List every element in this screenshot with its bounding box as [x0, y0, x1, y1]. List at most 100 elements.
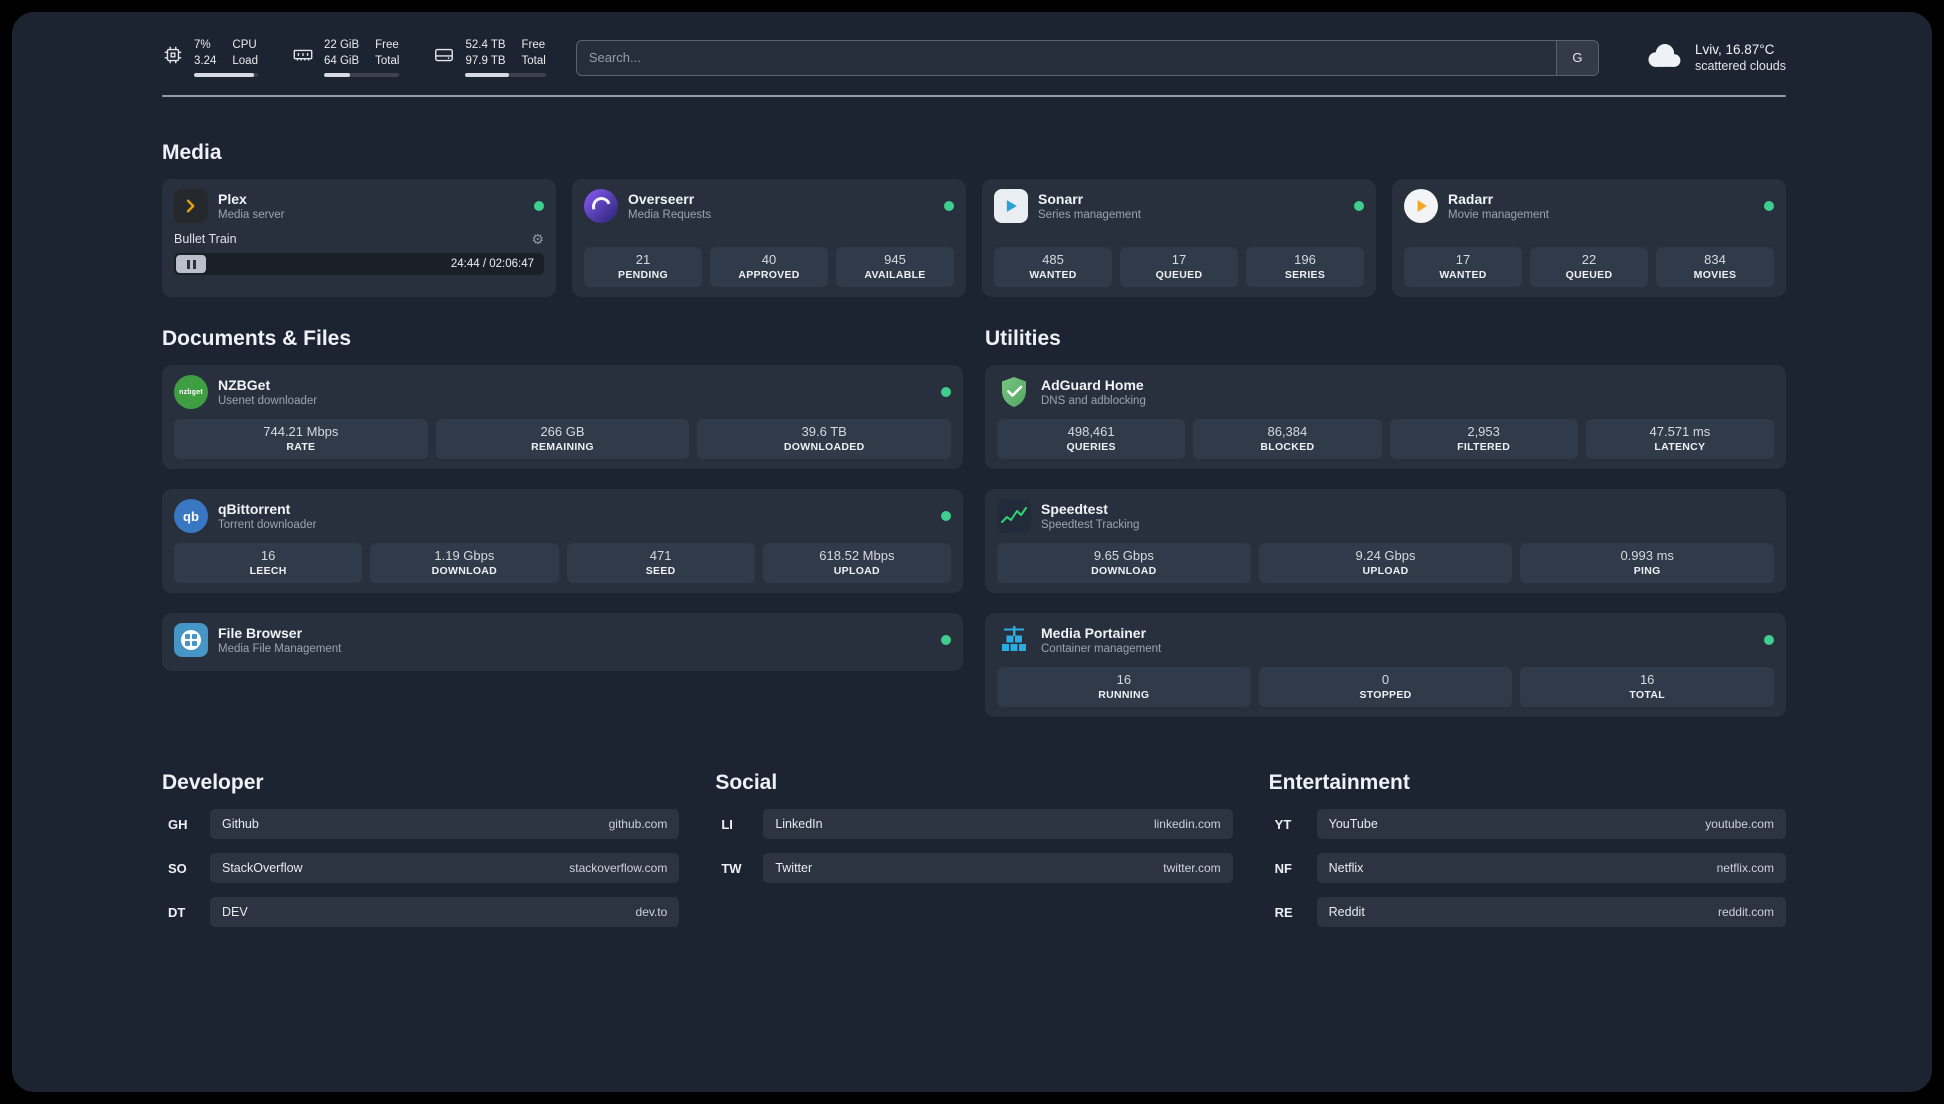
bookmark-stackoverflow[interactable]: SO StackOverflow stackoverflow.com [162, 853, 680, 884]
plex-icon [174, 189, 208, 224]
dashboard: 7% 3.24 CPU Load [12, 12, 1932, 1092]
service-name: AdGuard Home [1041, 377, 1144, 394]
service-name: File Browser [218, 625, 303, 642]
filebrowser-icon [174, 623, 208, 658]
stat-queries: 498,461 QUERIES [997, 419, 1186, 460]
memory-total-label: Total [375, 54, 400, 67]
bookmark-name: YouTube [1328, 817, 1378, 832]
bookmark-abbr: NF [1274, 860, 1292, 876]
stat-wanted: 17 WANTED [1404, 247, 1522, 288]
bookmark-abbr: RE [1274, 904, 1293, 920]
bookmark-name: Twitter [775, 861, 813, 876]
stat-upload: 9.24 Gbps UPLOAD [1258, 543, 1513, 584]
cloud-icon [1643, 40, 1685, 75]
bookmark-name: Github [222, 817, 259, 832]
service-card-nzbget[interactable]: nzbget NZBGet Usenet downloader 744.21 M… [162, 365, 963, 470]
stat-download: 1.19 Gbps DOWNLOAD [370, 543, 559, 584]
bookmark-dev[interactable]: DT DEV dev.to [162, 897, 680, 928]
status-dot [941, 635, 951, 646]
stat-queued: 22 QUEUED [1530, 247, 1648, 288]
stat-blocked: 86,384 BLOCKED [1193, 419, 1382, 460]
bookmark-reddit[interactable]: RE Reddit reddit.com [1269, 897, 1786, 928]
section-title-developer: Developer [162, 771, 264, 795]
service-subtitle: Movie management [1448, 209, 1549, 222]
bookmark-abbr: GH [168, 816, 188, 832]
service-card-portainer[interactable]: Media Portainer Container management 16 R… [985, 613, 1786, 718]
status-dot [534, 201, 544, 212]
bookmark-name: LinkedIn [775, 817, 823, 832]
memory-free-value: 22 GiB [323, 39, 360, 51]
service-name: NZBGet [218, 377, 271, 394]
service-card-filebrowser[interactable]: File Browser Media File Management [162, 613, 963, 672]
stat-available: 945 AVAILABLE [836, 247, 954, 288]
bookmark-abbr: YT [1274, 816, 1292, 832]
stat-filtered: 2,953 FILTERED [1389, 419, 1578, 460]
bookmark-github[interactable]: GH Github github.com [162, 809, 680, 840]
bookmark-url: youtube.com [1705, 817, 1774, 832]
stat-series: 196 SERIES [1246, 247, 1364, 288]
search-input[interactable] [576, 40, 1556, 75]
cpu-load-label: Load [232, 54, 258, 67]
memory-widget: 22 GiB 64 GiB Free Total [292, 38, 400, 78]
sonarr-icon [994, 189, 1028, 224]
bookmark-abbr: SO [168, 860, 187, 876]
service-card-sonarr[interactable]: Sonarr Series management 485 WANTED 17 QUE… [982, 179, 1376, 298]
section-title-social: Social [715, 771, 778, 795]
status-dot [1354, 201, 1364, 212]
bookmark-twitter[interactable]: TW Twitter twitter.com [715, 853, 1233, 884]
stat-seed: 471 SEED [566, 543, 755, 584]
stat-running: 16 RUNNING [997, 667, 1251, 708]
bookmark-youtube[interactable]: YT YouTube youtube.com [1269, 809, 1786, 840]
service-card-speedtest[interactable]: Speedtest Speedtest Tracking 9.65 Gbps DO… [985, 489, 1786, 594]
section-title-media: Media [162, 141, 222, 165]
service-name: Plex [218, 191, 247, 208]
service-name: Speedtest [1041, 501, 1108, 518]
bookmark-linkedin[interactable]: LI LinkedIn linkedin.com [715, 809, 1233, 840]
qbittorrent-icon: qb [174, 499, 208, 534]
resource-widgets: 7% 3.24 CPU Load [162, 38, 546, 78]
weather-condition: scattered clouds [1694, 59, 1786, 74]
search-engine-button[interactable]: G [1555, 40, 1598, 75]
bookmark-abbr: TW [721, 860, 742, 876]
search-bar: G [575, 39, 1599, 76]
service-subtitle: DNS and adblocking [1041, 395, 1146, 408]
stat-approved: 40 APPROVED [710, 247, 828, 288]
now-playing-title: Bullet Train [174, 232, 237, 247]
bookmark-netflix[interactable]: NF Netflix netflix.com [1269, 853, 1786, 884]
service-name: Radarr [1448, 191, 1494, 208]
service-name: Sonarr [1038, 191, 1084, 208]
bookmark-name: StackOverflow [222, 861, 303, 876]
service-card-qbittorrent[interactable]: qb qBittorrent Torrent downloader 16 LEEC… [162, 489, 963, 594]
gear-icon[interactable]: ⚙ [531, 231, 544, 248]
service-card-overseerr[interactable]: Overseerr Media Requests 21 PENDING 40 APP… [572, 179, 966, 298]
service-subtitle: Speedtest Tracking [1041, 519, 1140, 532]
service-card-adguard[interactable]: AdGuard Home DNS and adblocking 498,461 Q… [985, 365, 1786, 470]
cpu-usage-value: 7% [194, 39, 211, 51]
service-card-radarr[interactable]: Radarr Movie management 17 WANTED 22 QUEUE… [1392, 179, 1786, 298]
playback-progress-bar[interactable]: 24:44 / 02:06:47 [174, 253, 544, 276]
memory-usage-bar [323, 73, 400, 78]
bookmark-url: github.com [608, 817, 668, 832]
section-title-entertainment: Entertainment [1268, 771, 1410, 795]
service-subtitle: Torrent downloader [218, 519, 317, 532]
weather-location: Lviv, 16.87°C [1694, 42, 1775, 58]
service-name: Overseerr [628, 191, 695, 208]
bookmark-url: reddit.com [1717, 905, 1774, 920]
memory-total-value: 64 GiB [323, 54, 360, 67]
bookmark-name: Reddit [1328, 905, 1365, 920]
status-dot [1764, 201, 1774, 212]
stat-upload: 618.52 Mbps UPLOAD [762, 543, 951, 584]
radarr-icon [1404, 189, 1438, 224]
service-name: qBittorrent [218, 501, 291, 518]
service-name: Media Portainer [1041, 625, 1147, 642]
stat-movies: 834 MOVIES [1656, 247, 1774, 288]
service-subtitle: Media server [218, 209, 285, 222]
disk-total-label: Total [521, 54, 546, 67]
cpu-load-value: 3.24 [194, 54, 217, 67]
bookmark-abbr: DT [168, 904, 186, 920]
nzbget-icon: nzbget [174, 375, 208, 410]
stat-latency: 47.571 ms LATENCY [1585, 419, 1774, 460]
stat-total: 16 TOTAL [1520, 667, 1775, 708]
pause-button[interactable] [176, 255, 206, 274]
service-card-plex[interactable]: Plex Media server Bullet Train ⚙ 24:44 /… [162, 179, 556, 298]
